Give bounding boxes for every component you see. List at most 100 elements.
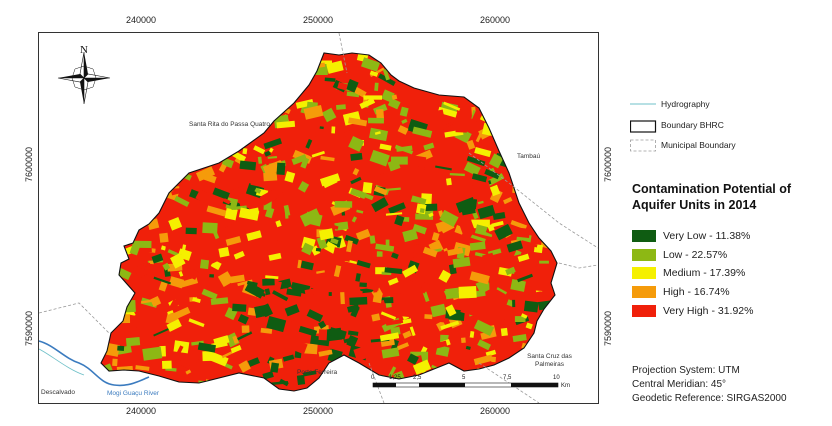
raster-patch [330,377,342,383]
raster-patch [316,270,325,274]
raster-patch [557,168,563,178]
raster-patch [381,89,395,103]
raster-patch [376,251,383,257]
raster-patch [254,187,262,194]
scale-tick-5: 5 [462,375,466,381]
raster-patch [285,79,295,93]
raster-patch [303,104,324,120]
raster-patch [138,135,152,147]
raster-patch [560,118,567,126]
raster-patch [348,392,364,399]
raster-patch [162,262,171,271]
raster-patch [233,250,245,260]
raster-patch [389,243,401,248]
raster-patch [428,212,434,218]
north-arrow-icon [57,51,111,105]
place-santa-rita: Santa Rita do Passa Quatro [189,121,270,128]
raster-patch [282,183,293,188]
raster-patch [223,71,235,82]
raster-patch [109,238,128,244]
raster-patch [466,156,486,167]
raster-patch [520,313,528,319]
raster-patch [512,299,516,308]
raster-patch [355,273,361,282]
raster-patch [290,53,303,60]
raster-patch [291,154,308,166]
raster-patch [443,101,461,111]
raster-patch [160,245,167,251]
raster-patch [479,91,492,102]
raster-patch [144,62,152,69]
raster-patch [195,358,204,366]
raster-patch [224,207,238,221]
raster-patch [551,154,557,168]
raster-patch [560,61,566,68]
raster-patch [267,156,278,159]
raster-patch [225,236,242,246]
raster-patch [512,227,530,239]
raster-patch [535,322,552,336]
raster-patch [488,153,504,169]
raster-patch [157,88,167,93]
raster-patch [237,314,249,325]
raster-patch [506,240,524,253]
raster-patch [369,149,390,167]
raster-patch [133,240,152,249]
raster-patch [369,70,379,77]
raster-patch [195,189,210,204]
raster-patch [195,103,215,117]
raster-patch [465,345,471,350]
raster-patch [171,108,179,121]
raster-patch [207,100,220,114]
swatch-medium [632,267,656,279]
municipal-boundary-icon [630,139,656,152]
raster-patch [111,144,117,152]
raster-patch [192,73,204,82]
raster-patch [458,327,468,338]
raster-patch [226,140,238,152]
raster-patch [272,56,286,64]
raster-patch [280,53,298,66]
raster-patch [445,304,457,317]
raster-patch [489,184,501,197]
raster-patch [508,53,514,63]
raster-patch [358,53,371,54]
raster-patch [230,344,242,354]
raster-patch [517,273,534,283]
raster-patch [455,196,477,213]
scale-tick-0: 0 [371,375,375,381]
raster-patch [439,209,459,228]
raster-patch [477,339,492,351]
raster-patch [402,330,412,339]
raster-patch [202,389,215,391]
raster-patch [102,87,117,100]
raster-patch [460,309,477,317]
raster-patch [265,275,279,280]
geodetic-reference: Geodetic Reference: SIRGAS2000 [632,393,787,404]
raster-patch [517,63,534,75]
raster-patch [285,85,293,90]
raster-patch [206,205,227,217]
raster-patch [297,259,302,269]
raster-patch [242,148,248,155]
raster-patch [150,122,162,133]
raster-patch [388,366,397,378]
raster-patch [101,214,105,226]
raster-patch [353,344,373,362]
raster-patch [485,349,497,357]
raster-patch [558,204,570,210]
raster-patch [278,191,285,198]
raster-patch [130,134,151,149]
raster-patch [402,228,419,243]
raster-patch [443,247,448,252]
raster-patch [112,195,125,199]
raster-patch [397,125,409,135]
raster-patch [459,219,475,235]
raster-patch [369,235,376,244]
raster-patch [139,201,156,215]
raster-patch [262,371,274,380]
raster-patch [505,266,516,276]
raster-patch [190,130,207,139]
raster-patch [356,260,371,269]
scale-bar [372,382,559,388]
